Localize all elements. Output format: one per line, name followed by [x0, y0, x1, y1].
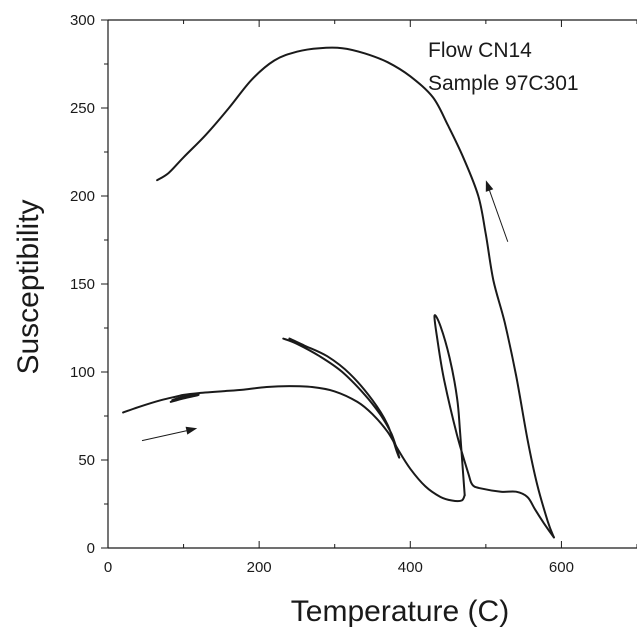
x-tick-label: 400 — [398, 559, 423, 576]
data-curves — [122, 46, 555, 539]
y-axis-title: Susceptibility — [12, 199, 45, 374]
axis-tick-labels: 0 200 400 600 0 50 100 150 200 250 300 — [70, 12, 574, 576]
x-axis-title: Temperature (C) — [291, 595, 509, 628]
y-tick-label: 100 — [70, 364, 95, 381]
susceptibility-curve-5 — [156, 46, 555, 539]
y-tick-label: 150 — [70, 276, 95, 293]
annotation-sample: Sample 97C301 — [428, 72, 579, 95]
susceptibility-curve-4 — [433, 314, 555, 539]
y-tick-label: 300 — [70, 12, 95, 29]
x-tick-label: 0 — [104, 559, 112, 576]
susceptibility-curve-3 — [282, 337, 401, 459]
y-tick-label: 50 — [78, 452, 95, 469]
y-tick-label: 250 — [70, 100, 95, 117]
direction-arrow-1 — [141, 426, 198, 442]
arrow-head — [185, 426, 198, 435]
y-tick-label: 200 — [70, 188, 95, 205]
arrow-shaft — [489, 190, 509, 242]
susceptibility-curve-2 — [169, 393, 200, 403]
arrow-head — [485, 180, 494, 192]
x-tick-label: 200 — [247, 559, 272, 576]
annotation-flow: Flow CN14 — [428, 39, 532, 62]
plot-frame — [107, 19, 637, 549]
direction-arrow-2 — [485, 180, 509, 242]
x-tick-label: 600 — [549, 559, 574, 576]
direction-arrows — [141, 180, 509, 442]
susceptibility-curve-1 — [122, 385, 466, 503]
axis-ticks — [101, 19, 637, 549]
arrow-shaft — [141, 430, 187, 442]
y-tick-label: 0 — [87, 540, 95, 557]
